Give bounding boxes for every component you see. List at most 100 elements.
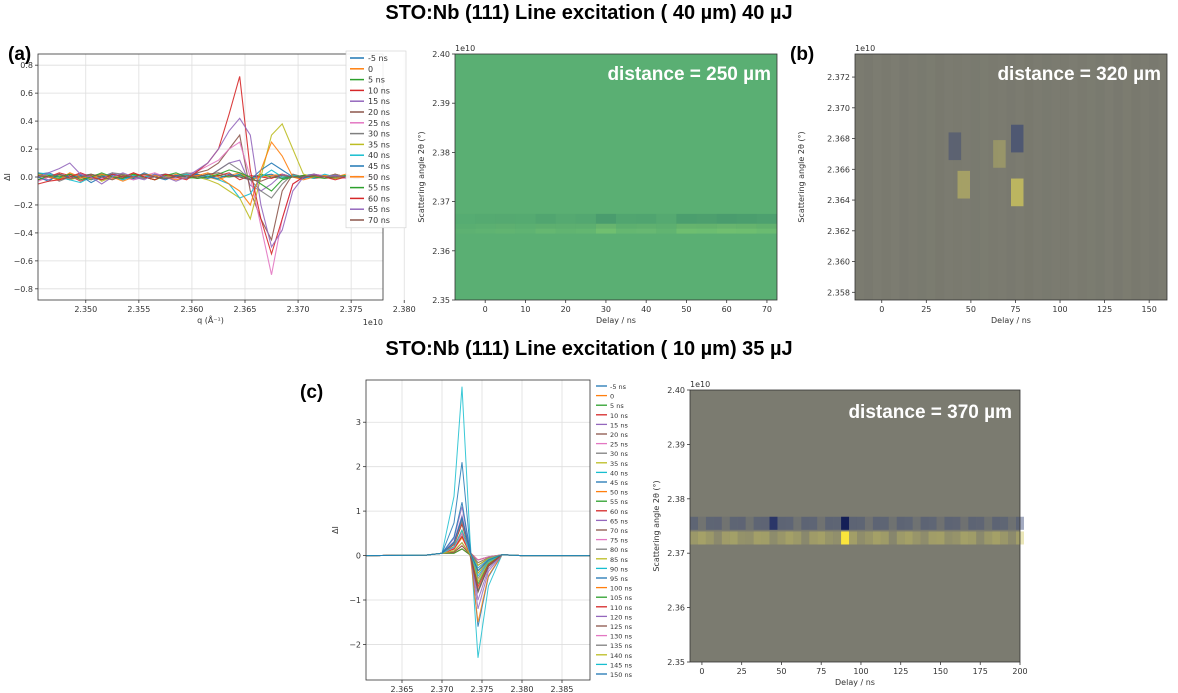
heatmap-column xyxy=(1060,54,1069,300)
y-axis-label: ΔI xyxy=(331,526,340,534)
series-line xyxy=(37,140,378,207)
heatmap-column xyxy=(1015,54,1025,300)
heatmap-cell xyxy=(737,516,746,530)
heatmap-column xyxy=(917,54,927,300)
legend-label: 90 ns xyxy=(610,565,628,573)
heatmap-cell xyxy=(690,531,698,545)
y-offset-label: 1e10 xyxy=(855,44,875,53)
legend-label: -5 ns xyxy=(610,383,627,391)
legend-label: 110 ns xyxy=(610,604,633,612)
heatmap-cell xyxy=(716,213,737,229)
x-axis-label: q (Å⁻¹) xyxy=(197,314,224,325)
heatmap-cell xyxy=(595,223,616,234)
y-tick-label: 2.38 xyxy=(667,495,685,504)
legend-label: 75 ns xyxy=(610,537,628,545)
heatmap-cell xyxy=(729,516,738,530)
heatmap-cell xyxy=(575,223,596,234)
x-tick-label: 60 xyxy=(722,305,732,314)
heatmap-cell xyxy=(455,223,476,234)
legend-label: 15 ns xyxy=(368,97,390,106)
heatmap-cell xyxy=(729,531,738,545)
heatmap-cell xyxy=(960,531,969,545)
heatmap-cell xyxy=(475,223,496,234)
x-tick-label: 75 xyxy=(816,667,826,676)
heatmap-cell xyxy=(952,531,961,545)
x-tick-label: 2.370 xyxy=(287,305,310,314)
heatmap-column xyxy=(953,54,962,300)
heatmap-column xyxy=(988,54,998,300)
heatmap-cell xyxy=(495,213,516,229)
heatmap-cell xyxy=(793,531,802,545)
heatmap-column xyxy=(997,54,1007,300)
legend-label: 35 ns xyxy=(610,460,628,468)
heatmap-cell xyxy=(756,223,777,234)
heatmap-cell xyxy=(968,516,977,530)
x-tick-label: 100 xyxy=(853,667,868,676)
y-tick-label: 2.35 xyxy=(432,296,450,305)
heatmap-cell xyxy=(1008,516,1017,530)
heatmap-column xyxy=(1131,54,1141,300)
series-line xyxy=(365,515,590,572)
y-tick-label: 2.372 xyxy=(827,73,850,82)
legend-label: 55 ns xyxy=(610,498,628,506)
x-axis-label: Delay / ns xyxy=(835,678,875,687)
heatmap-column xyxy=(970,54,980,300)
legend-label: 0 xyxy=(610,393,614,401)
legend-label: 25 ns xyxy=(610,441,628,449)
heatmap-cell xyxy=(656,223,677,234)
x-tick-label: 10 xyxy=(520,305,530,314)
heatmap-column xyxy=(1104,54,1114,300)
legend-label: -5 ns xyxy=(368,54,388,63)
heatmap-cell xyxy=(705,516,714,530)
heatmap-column xyxy=(872,54,882,300)
x-offset-label: 1e10 xyxy=(363,318,383,327)
y-tick-label: 1 xyxy=(356,507,361,516)
heatmap-cell xyxy=(912,516,921,530)
legend-label: 40 ns xyxy=(610,469,628,477)
legend-label: 85 ns xyxy=(610,556,628,564)
y-axis-label: Scattering angle 2θ (°) xyxy=(417,131,426,222)
heatmap-cell xyxy=(856,531,865,545)
heatmap-column xyxy=(1006,54,1016,300)
heatmap-cell xyxy=(495,223,516,234)
legend-label: 10 ns xyxy=(610,412,628,420)
y-tick-label: −2 xyxy=(349,640,361,649)
heatmap-column xyxy=(944,54,954,300)
heatmap-cell xyxy=(716,223,737,234)
heatmap-cell xyxy=(737,531,746,545)
heatmap-cell xyxy=(936,531,945,545)
y-tick-label: 2.362 xyxy=(827,227,850,236)
y-tick-label: 2 xyxy=(356,463,361,472)
heatmap-cell xyxy=(968,531,977,545)
y-tick-label: −0.6 xyxy=(14,257,33,266)
legend-label: 100 ns xyxy=(610,585,633,593)
legend-label: 120 ns xyxy=(610,613,633,621)
legend-label: 60 ns xyxy=(368,194,390,203)
chart-b-heatmap: 0 25 50 75 100 125 150 2.358 2.360 2.362 2.364 2.36… xyxy=(797,44,1168,325)
y-tick-label: −0.8 xyxy=(14,285,33,294)
heatmap-column xyxy=(1122,54,1132,300)
y-tick-label: −0.4 xyxy=(14,229,33,238)
heatmap-cell xyxy=(888,516,897,530)
x-tick-label: 2.355 xyxy=(127,305,150,314)
x-tick-label: 20 xyxy=(561,305,571,314)
heatmap-column xyxy=(1158,54,1167,300)
legend-label: 45 ns xyxy=(368,162,390,171)
heatmap-cell xyxy=(944,516,953,530)
heatmap-column xyxy=(1033,54,1043,300)
x-tick-label: 2.365 xyxy=(391,685,414,693)
panel-label-b: (b) xyxy=(790,44,815,65)
y-tick-label: 0.8 xyxy=(20,61,33,70)
legend-label: 25 ns xyxy=(368,119,390,128)
heatmap-column xyxy=(1086,54,1096,300)
y-tick-label: 0 xyxy=(356,552,361,561)
heatmap-cell xyxy=(984,516,993,530)
heatmap-cell xyxy=(928,516,937,530)
chart-a-heatmap: 0 10 20 30 40 50 60 70 2.35 2.36 2.37 2.38 2.39 2.40 D… xyxy=(417,44,778,325)
heatmap-cell xyxy=(676,213,697,229)
x-axis-label: Delay / ns xyxy=(991,316,1031,325)
series-line xyxy=(37,133,378,242)
series-line xyxy=(37,117,378,249)
series-group xyxy=(37,76,378,275)
